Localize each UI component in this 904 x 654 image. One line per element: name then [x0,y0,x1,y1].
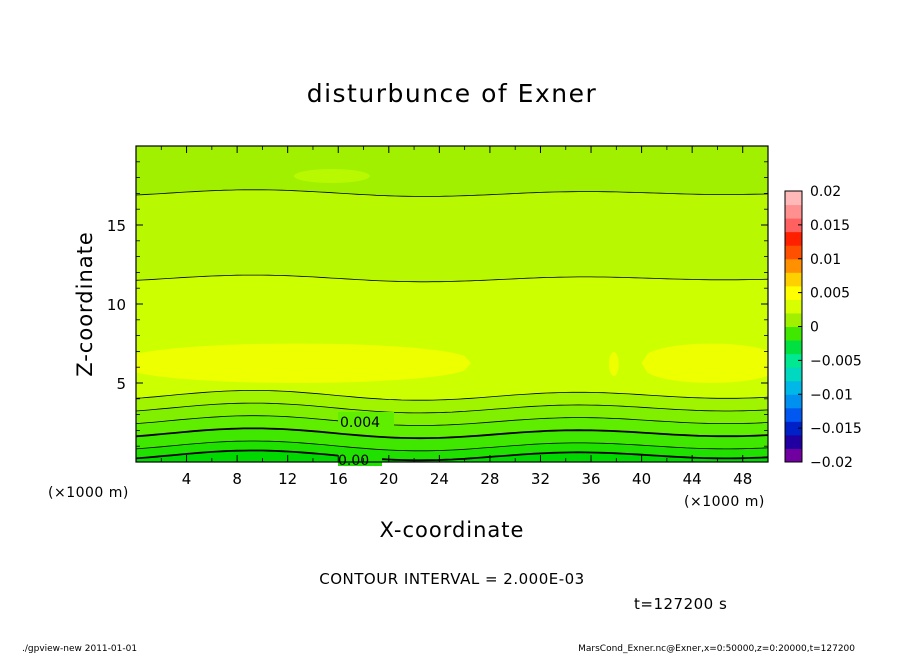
colorbar-segment [785,299,802,314]
x-tick-label: 24 [430,470,449,488]
colorbar-tick-label: 0.01 [810,252,841,268]
contour-line [136,274,768,283]
contour-band [293,169,370,184]
colorbar-segment [785,434,802,449]
time-text: t=127200 s [634,595,727,613]
y-tick-label: 10 [107,296,126,314]
colorbar-tick-label: 0.02 [810,184,841,200]
colorbar-tick-label: −0.01 [810,387,853,403]
colorbar-segment [785,353,802,368]
colorbar-segment [785,272,802,287]
colorbar-segment [785,312,802,327]
contour-label-bg [338,412,394,429]
footer-right: MarsCond_Exner.nc@Exner,x=0:50000,z=0:20… [578,644,855,654]
contour-label-0004: 0.004 [338,412,394,431]
x-unit-left: (×1000 m) [48,485,129,501]
colorbar-tick-label: 0.015 [810,218,850,234]
chart-title: disturbunce of Exner [307,79,598,108]
colorbar-tick-label: −0.02 [810,455,853,471]
x-tick-label: 16 [329,470,348,488]
colorbar-segment [785,204,802,219]
x-tick-label: 12 [278,470,297,488]
contour-interval-text: CONTOUR INTERVAL = 2.000E-03 [319,570,584,588]
colorbar-segment [785,380,802,395]
colorbar-tick-label: 0.005 [810,286,850,302]
colorbar-segment [785,245,802,260]
x-tick-label: 48 [733,470,752,488]
contour-line [136,402,768,414]
colorbar-segment [785,421,802,436]
yellow-region [136,169,768,383]
contour-line [136,449,768,462]
colorbar-segment [785,326,802,341]
colorbar-ticks: 0.02 0.015 0.01 0.005 0 −0.005 −0.01 −0.015 −0.0… [798,184,862,471]
colorbar [784,190,803,463]
contour-band [136,343,471,383]
colorbar-segment [785,258,802,273]
plot-area [136,146,768,462]
x-tick-label: 20 [379,470,398,488]
x-tick-label: 36 [581,470,600,488]
contour-label: 0.00 [338,453,369,469]
colorbar-tick-label: −0.005 [810,353,862,369]
contour-line [136,189,768,197]
x-axis-label: X-coordinate [380,518,525,542]
colorbar-segment [785,367,802,382]
x-tick-label: 44 [683,470,702,488]
contour-lines [136,189,768,462]
colorbar-segment [785,340,802,355]
x-ticks: 4 8 12 16 20 24 28 32 36 40 44 48 [160,146,752,488]
x-tick-label: 40 [632,470,651,488]
colorbar-tick-label: 0 [810,320,819,336]
y-ticks: 5 10 15 [107,161,768,447]
colorbar-segment [785,394,802,409]
x-tick-label: 32 [531,470,550,488]
colorbar-tick-label: −0.015 [810,421,862,437]
x-tick-label: 8 [232,470,242,488]
contour-label: 0.004 [340,415,380,431]
y-tick-label: 15 [107,217,126,235]
x-unit-right: (×1000 m) [684,494,765,510]
contour-line [136,427,768,440]
x-tick-label: 28 [480,470,499,488]
contour-line [136,440,768,452]
footer-left: ./gpview-new 2011-01-01 [22,644,137,654]
contour-line [136,389,768,401]
contour-line [136,415,768,426]
colorbar-segment [785,407,802,422]
colorbar-segment [785,285,802,300]
colorbar-segment [785,231,802,246]
colorbar-segment [785,191,802,206]
x-tick-label: 4 [182,470,192,488]
y-axis-label: Z-coordinate [73,231,97,377]
contour-label-000: 0.00 [338,451,382,469]
colorbar-segment [785,448,802,463]
contour-band [641,343,768,383]
y-tick-label: 5 [116,375,126,393]
colorbar-segment [785,218,802,233]
contour-band [608,352,619,377]
